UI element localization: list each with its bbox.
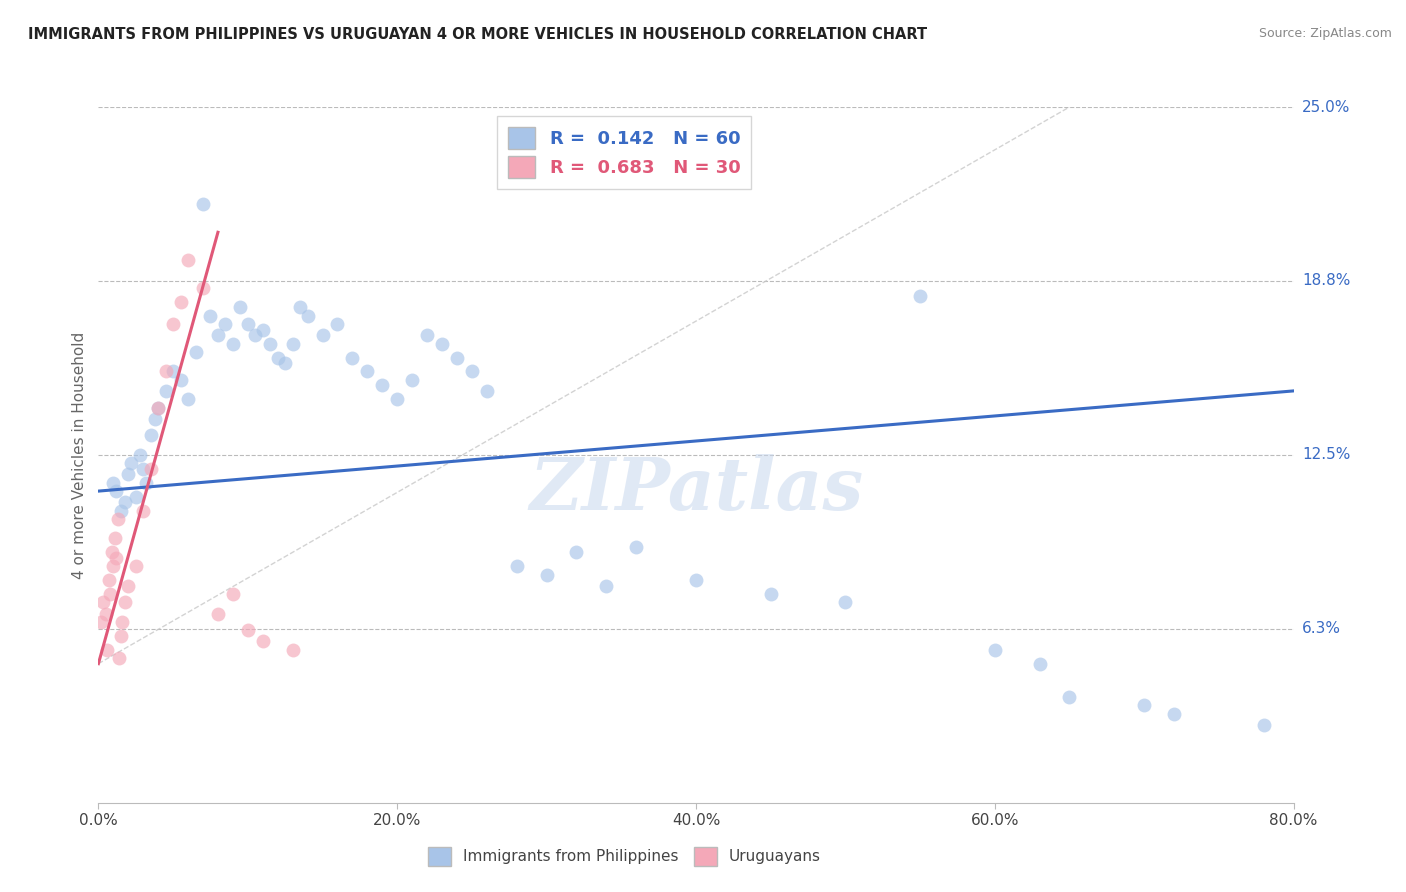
Point	[104, 532, 127, 546]
Point	[98, 587, 122, 601]
Point	[416, 328, 439, 343]
Point	[506, 559, 529, 574]
Point	[132, 503, 155, 517]
Text: ZIPatlas: ZIPatlas	[529, 454, 863, 525]
Point	[475, 384, 498, 398]
Point	[105, 550, 128, 565]
Point	[200, 309, 222, 323]
Point	[1028, 657, 1050, 671]
Point	[191, 281, 214, 295]
Point	[207, 328, 229, 343]
Point	[207, 607, 229, 621]
Text: IMMIGRANTS FROM PHILIPPINES VS URUGUAYAN 4 OR MORE VEHICLES IN HOUSEHOLD CORRELA: IMMIGRANTS FROM PHILIPPINES VS URUGUAYAN…	[28, 27, 927, 42]
Point	[103, 559, 125, 574]
Text: 12.5%: 12.5%	[1302, 448, 1350, 462]
Point	[139, 428, 162, 442]
Point	[139, 462, 162, 476]
Point	[274, 356, 297, 370]
Point	[311, 328, 333, 343]
Point	[685, 573, 707, 587]
Text: 18.8%: 18.8%	[1302, 274, 1350, 288]
Point	[101, 545, 124, 559]
Point	[129, 448, 152, 462]
Point	[342, 351, 364, 365]
Point	[155, 364, 177, 378]
Point	[191, 197, 214, 211]
Point	[983, 642, 1005, 657]
Point	[155, 384, 177, 398]
Point	[236, 317, 259, 331]
Text: 6.3%: 6.3%	[1302, 622, 1341, 636]
Point	[1133, 698, 1156, 713]
Point	[214, 317, 236, 331]
Point	[259, 336, 281, 351]
Point	[288, 301, 311, 315]
Point	[834, 595, 856, 609]
Point	[110, 503, 132, 517]
Point	[125, 559, 148, 574]
Point	[110, 629, 132, 643]
Point	[103, 475, 125, 490]
Point	[114, 595, 136, 609]
Point	[117, 467, 139, 482]
Point	[117, 579, 139, 593]
Point	[177, 253, 200, 268]
Point	[1253, 718, 1275, 732]
Point	[461, 364, 484, 378]
Point	[125, 490, 148, 504]
Point	[105, 484, 128, 499]
Point	[356, 364, 378, 378]
Point	[96, 642, 118, 657]
Point	[135, 475, 157, 490]
Point	[90, 615, 112, 629]
Point	[267, 351, 290, 365]
Point	[326, 317, 349, 331]
Point	[108, 651, 131, 665]
Point	[565, 545, 588, 559]
Legend: Immigrants from Philippines, Uruguayans: Immigrants from Philippines, Uruguayans	[422, 841, 827, 871]
Point	[1163, 706, 1185, 721]
Point	[281, 336, 304, 351]
Point	[148, 401, 170, 415]
Point	[624, 540, 647, 554]
Point	[401, 373, 423, 387]
Point	[177, 392, 200, 407]
Point	[252, 323, 274, 337]
Point	[107, 512, 129, 526]
Point	[759, 587, 782, 601]
Point	[162, 364, 184, 378]
Point	[143, 411, 166, 425]
Point	[114, 495, 136, 509]
Point	[297, 309, 319, 323]
Point	[236, 624, 259, 638]
Text: Source: ZipAtlas.com: Source: ZipAtlas.com	[1258, 27, 1392, 40]
Point	[595, 579, 617, 593]
Point	[148, 401, 170, 415]
Point	[252, 634, 274, 648]
Point	[169, 373, 191, 387]
Point	[222, 336, 245, 351]
Point	[908, 289, 931, 303]
Point	[111, 615, 134, 629]
Point	[430, 336, 453, 351]
Point	[162, 317, 184, 331]
Point	[97, 573, 120, 587]
Point	[371, 378, 394, 392]
Point	[281, 642, 304, 657]
Point	[446, 351, 468, 365]
Y-axis label: 4 or more Vehicles in Household: 4 or more Vehicles in Household	[72, 331, 87, 579]
Point	[536, 567, 558, 582]
Point	[120, 456, 142, 470]
Point	[222, 587, 245, 601]
Point	[132, 462, 155, 476]
Point	[1059, 690, 1081, 704]
Point	[229, 301, 252, 315]
Point	[184, 345, 207, 359]
Point	[91, 595, 114, 609]
Point	[94, 607, 117, 621]
Point	[385, 392, 409, 407]
Point	[245, 328, 267, 343]
Text: 25.0%: 25.0%	[1302, 100, 1350, 114]
Point	[169, 294, 191, 309]
